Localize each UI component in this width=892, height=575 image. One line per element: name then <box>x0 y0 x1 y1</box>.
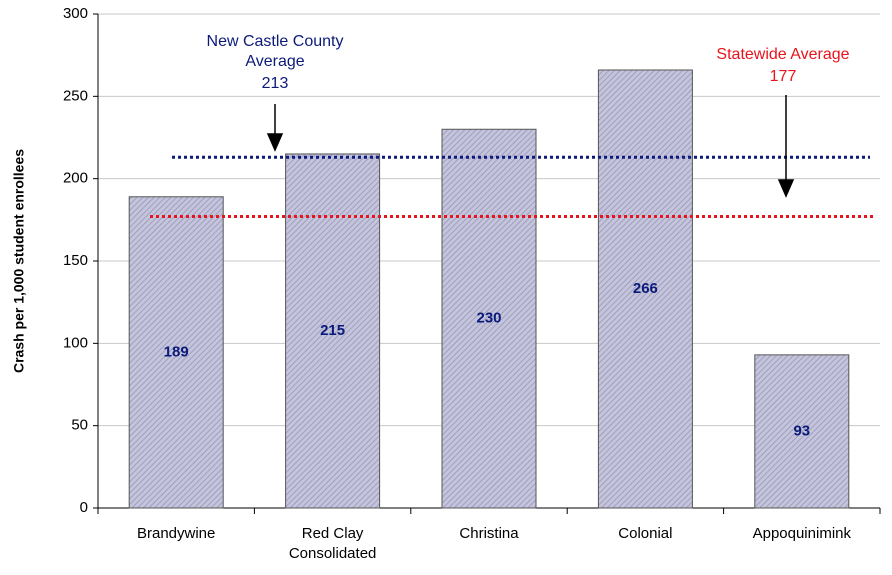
y-tick-label: 150 <box>63 252 88 269</box>
reference-label: Statewide Average <box>716 46 850 63</box>
reference-value: 177 <box>769 68 797 85</box>
reference-value: 213 <box>261 75 289 92</box>
value-label: 93 <box>793 422 810 439</box>
value-label: 215 <box>320 322 345 339</box>
value-label: 189 <box>164 343 189 360</box>
y-tick-label: 300 <box>63 5 88 22</box>
x-tick-label: Red Clay Consolidated <box>288 525 377 562</box>
y-tick-label: 100 <box>63 334 88 351</box>
y-tick-label: 250 <box>63 87 88 104</box>
value-label: 266 <box>633 280 658 297</box>
y-tick-label: 50 <box>71 417 88 434</box>
reference-label: New Castle County Average <box>206 33 344 70</box>
bar <box>285 153 381 509</box>
x-tick-label: Christina <box>459 525 519 542</box>
value-label: 230 <box>476 310 501 327</box>
arrows <box>266 95 795 198</box>
y-axis-label: Crash per 1,000 student enrollees <box>11 149 27 373</box>
x-tick-label: Colonial <box>618 525 673 542</box>
x-tick-label: Brandywine <box>136 525 216 542</box>
bar <box>128 196 224 509</box>
y-tick-label: 200 <box>63 170 88 187</box>
bar <box>441 128 537 509</box>
x-tick-label: Appoquinimink <box>752 525 851 542</box>
bar <box>597 69 693 509</box>
bar <box>754 354 850 509</box>
y-tick-label: 0 <box>80 499 88 516</box>
